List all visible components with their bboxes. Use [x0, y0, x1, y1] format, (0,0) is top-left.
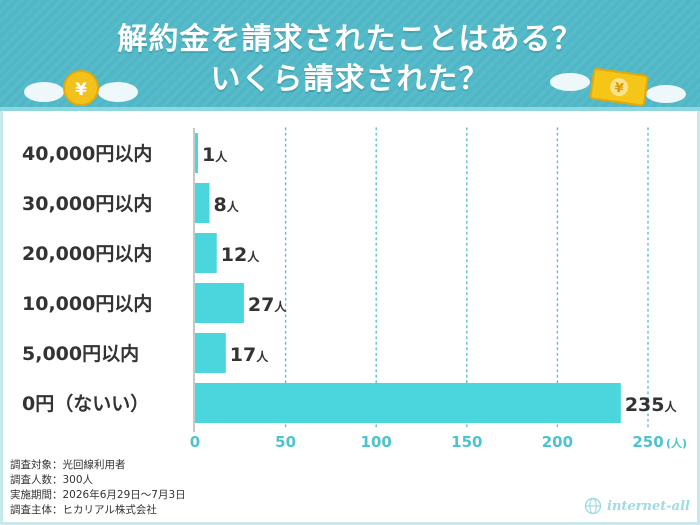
x-tick-label: 0	[190, 433, 200, 451]
value-label: 27人	[248, 294, 287, 316]
brand-text: internet-all	[607, 498, 690, 514]
bar	[195, 333, 226, 373]
svg-text:¥: ¥	[613, 81, 624, 97]
x-tick-label: 100	[361, 433, 392, 451]
value-label: 8人	[213, 194, 239, 216]
note-period: 実施期間：2026年6月29日〜7月3日	[10, 489, 186, 501]
bar	[195, 233, 217, 273]
bar	[195, 183, 210, 223]
value-label: 12人	[221, 244, 260, 266]
category-label: 0円（ないい）	[22, 392, 149, 415]
x-tick-label: 50	[275, 433, 296, 451]
x-tick-label: 250	[632, 433, 663, 451]
winged-bill-right-icon: ¥	[550, 67, 686, 107]
note-target: 調査対象：光回線利用者	[10, 459, 126, 471]
brand-logo: internet-all	[584, 497, 690, 515]
chart-title-line1: 解約金を請求されたことはある？	[117, 22, 583, 57]
winged-coin-left-icon: ¥	[24, 70, 138, 106]
svg-text:¥: ¥	[75, 80, 87, 100]
note-organizer: 調査主体：ヒカリアル株式会社	[10, 504, 157, 516]
bar	[195, 283, 244, 323]
category-label: 40,000円以内	[22, 142, 152, 165]
x-axis-unit: (人)	[666, 436, 687, 450]
chart-title-line2: いくら請求された？	[210, 62, 490, 97]
value-label: 1人	[202, 144, 228, 166]
category-label: 5,000円以内	[22, 342, 139, 365]
x-tick-label: 200	[542, 433, 573, 451]
category-label: 20,000円以内	[22, 242, 152, 265]
x-tick-label: 150	[451, 433, 482, 451]
bar	[195, 133, 198, 173]
value-label: 17人	[230, 344, 269, 366]
globe-icon	[584, 497, 602, 515]
survey-notes: 調査対象：光回線利用者 調査人数：300人 実施期間：2026年6月29日〜7月…	[10, 458, 186, 518]
category-label: 10,000円以内	[22, 292, 152, 315]
note-sample-size: 調査人数：300人	[10, 474, 94, 486]
bar	[195, 383, 621, 423]
value-label: 235人	[625, 394, 678, 416]
category-label: 30,000円以内	[22, 192, 152, 215]
title-banner: ¥ ¥ 解約金を請求されたことはある？ いくら請求された？	[0, 0, 700, 111]
